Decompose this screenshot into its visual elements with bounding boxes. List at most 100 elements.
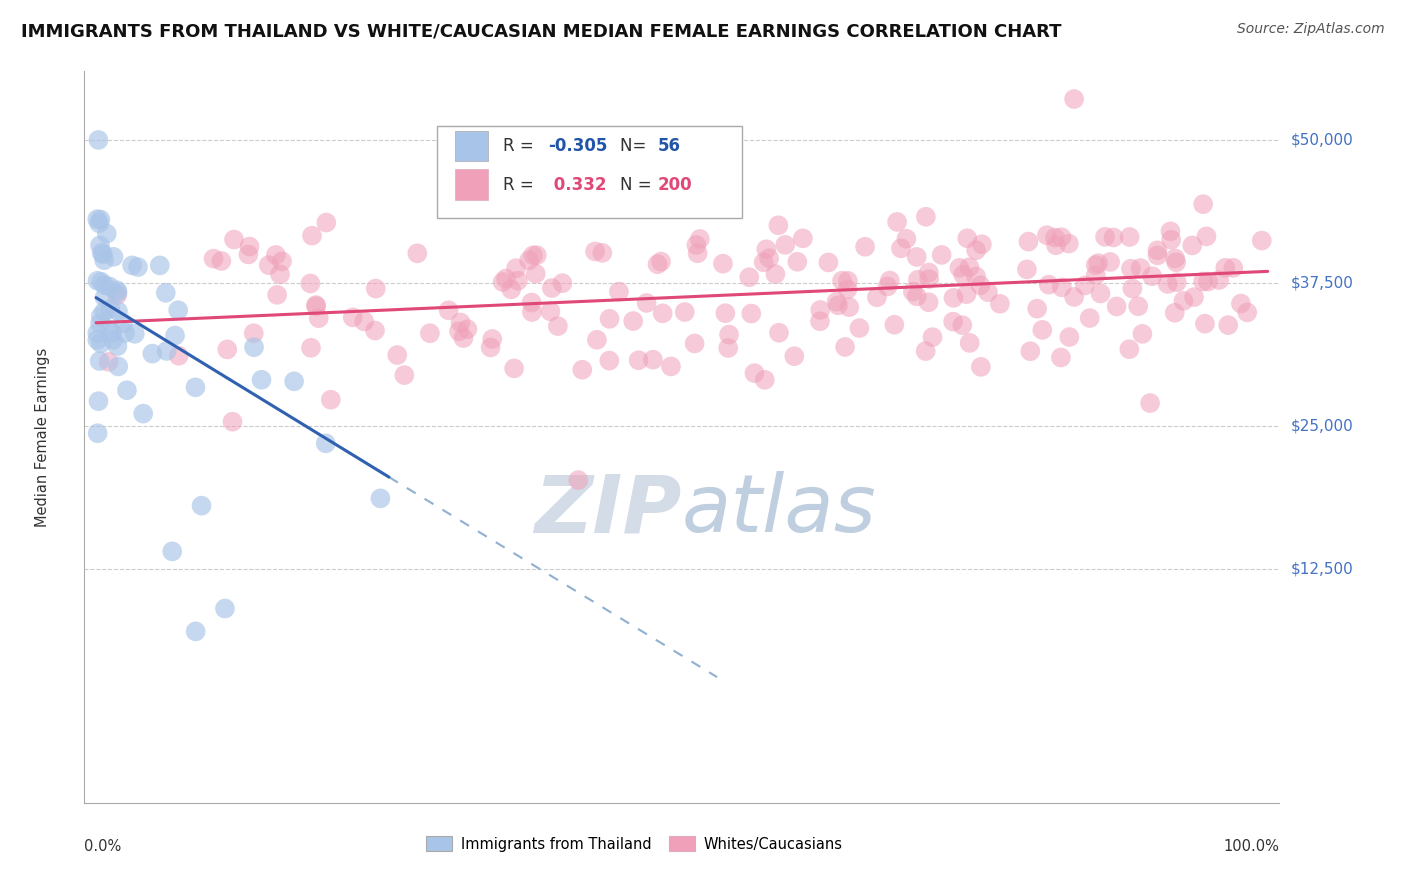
Point [1118,342,1140,356]
Point [214,601,236,615]
Point [107,359,129,374]
Point [167,303,190,318]
Point [89,212,111,227]
Point [271,254,294,268]
Point [1038,277,1060,292]
Point [156,343,179,358]
Point [242,326,264,341]
Point [834,340,856,354]
Point [202,252,225,266]
Point [121,259,143,273]
Point [853,240,876,254]
Point [264,248,287,262]
Point [89,238,111,252]
Text: 0.0%: 0.0% [84,839,121,855]
Point [501,282,523,296]
Point [641,352,664,367]
Point [598,353,620,368]
Text: 100.0%: 100.0% [1223,839,1279,855]
Point [1208,273,1230,287]
Point [522,248,544,262]
Point [1105,300,1128,314]
Point [238,247,260,261]
Point [526,248,548,262]
Point [1043,230,1066,244]
Point [479,341,502,355]
Point [353,314,375,328]
Point [184,624,207,639]
Point [141,346,163,360]
Point [689,232,711,246]
Point [308,311,330,326]
Point [886,215,908,229]
Point [755,242,778,256]
Point [831,274,853,288]
Point [792,231,814,245]
Point [1195,229,1218,244]
Point [808,314,831,328]
Point [651,306,673,320]
Point [921,330,943,344]
Point [86,333,108,347]
Point [659,359,682,374]
Point [1146,248,1168,262]
Point [1146,244,1168,258]
Point [685,238,707,252]
Point [1090,286,1112,301]
Point [1213,260,1236,275]
Point [686,246,709,260]
Point [915,210,938,224]
Point [1140,269,1163,284]
Point [495,271,517,285]
Point [107,304,129,318]
Point [956,231,979,245]
Text: N=: N= [620,137,651,155]
Point [1166,275,1188,289]
Text: N =: N = [620,176,651,194]
Point [481,332,503,346]
Point [1078,311,1101,326]
Point [1036,228,1059,243]
Point [503,361,526,376]
Point [1050,280,1073,294]
Point [1218,318,1240,332]
Point [752,255,775,269]
Point [453,331,475,345]
Point [901,285,924,299]
Point [817,255,839,269]
Point [520,305,543,319]
Point [105,288,128,302]
Point [238,239,260,253]
Point [105,283,128,297]
Point [269,268,291,282]
Point [627,353,650,368]
Text: $37,500: $37,500 [1291,276,1354,290]
FancyBboxPatch shape [437,126,742,218]
Point [977,285,1000,300]
Point [221,415,243,429]
Point [917,295,939,310]
Point [591,245,613,260]
Point [93,278,115,293]
Point [101,333,124,347]
Point [107,285,129,300]
Point [1084,258,1107,272]
Point [808,303,831,318]
Point [673,305,696,319]
Point [364,324,387,338]
Point [387,348,409,362]
Point [754,373,776,387]
Point [957,260,980,275]
Point [786,254,808,268]
Point [90,336,112,351]
Point [876,279,898,293]
Point [114,326,136,340]
Point [1084,268,1107,282]
Point [450,315,472,329]
Point [524,267,547,281]
Point [167,349,190,363]
Point [98,322,121,336]
Point [517,253,540,268]
Point [93,291,115,305]
Point [1118,230,1140,244]
